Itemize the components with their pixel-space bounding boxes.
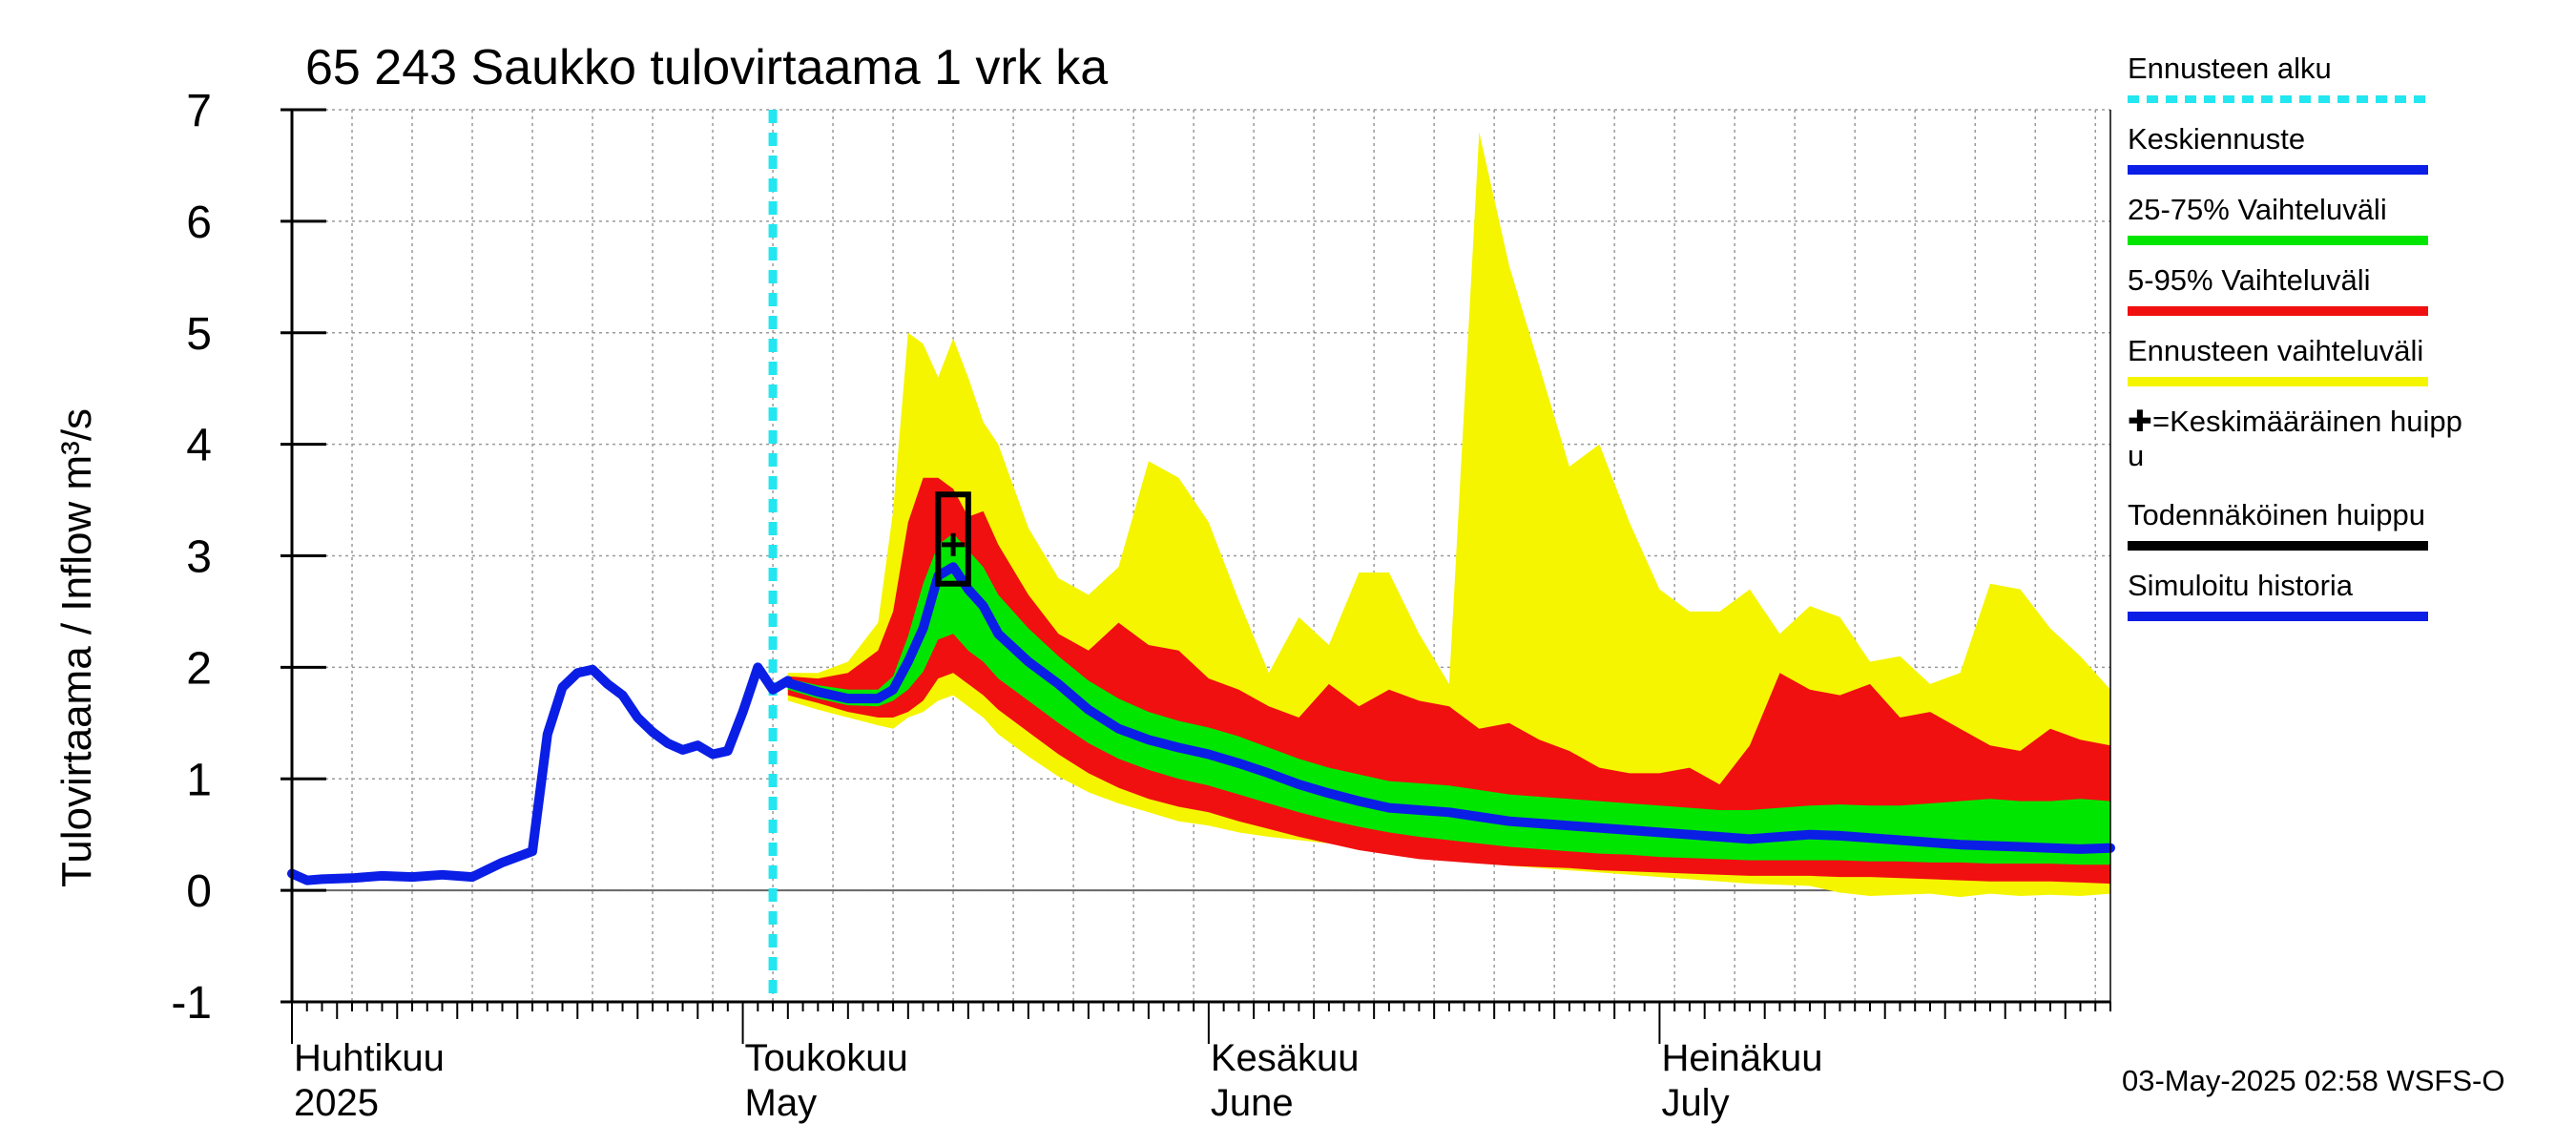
- probable-peak-box: [935, 491, 971, 587]
- month-sublabel: May: [745, 1082, 818, 1124]
- legend-label: 5-95% Vaihteluväli: [2128, 263, 2370, 297]
- y-axis: -1 0 1 2 3 4 5 6 7: [171, 86, 326, 1029]
- range-5-95-area: [787, 477, 2110, 885]
- month-label: Heinäkuu: [1661, 1037, 1822, 1079]
- mean-forecast-line: [782, 562, 2115, 854]
- legend-label: Todennäköinen huippu: [2128, 498, 2425, 531]
- y-tick-label: 6: [186, 198, 212, 248]
- month-label: Toukokuu: [745, 1037, 908, 1079]
- y-tick-label: 5: [186, 309, 212, 360]
- legend-label: 25-75% Vaihteluväli: [2128, 193, 2387, 226]
- y-tick-label: 4: [186, 421, 212, 471]
- legend-label: Simuloitu historia: [2128, 569, 2354, 602]
- month-label: Huhtikuu: [294, 1037, 445, 1079]
- timestamp-footer: 03-May-2025 02:58 WSFS-O: [2122, 1064, 2504, 1097]
- band-5-95: [787, 477, 2110, 885]
- legend-label: Ennusteen vaihteluväli: [2128, 334, 2423, 367]
- y-tick-label: 3: [186, 532, 212, 583]
- month-sublabel: June: [1211, 1082, 1294, 1124]
- chart-title: 65 243 Saukko tulovirtaama 1 vrk ka: [305, 40, 1108, 95]
- y-tick-label: 0: [186, 866, 212, 917]
- y-tick-label: 1: [186, 755, 212, 805]
- simulated-history-series: [287, 662, 793, 885]
- range-25-75-area: [787, 533, 2110, 865]
- legend-label-continued: u: [2128, 439, 2144, 472]
- legend-label: Ennusteen alku: [2128, 52, 2332, 85]
- mean-forecast-series: [782, 562, 2115, 854]
- y-tick-label: -1: [171, 978, 212, 1029]
- month-sublabel: 2025: [294, 1082, 379, 1124]
- history-line: [287, 662, 793, 885]
- band-25-75: [787, 533, 2110, 865]
- month-label: Kesäkuu: [1211, 1037, 1360, 1079]
- legend: Ennusteen alku Keskiennuste 25-75% Vaihtel…: [2128, 52, 2462, 621]
- month-sublabel: July: [1661, 1082, 1729, 1124]
- y-tick-label: 7: [186, 86, 212, 136]
- y-tick-label: 2: [186, 643, 212, 694]
- legend-label: Keskiennuste: [2128, 122, 2305, 156]
- y-axis-label: Tulovirtaama / Inflow m³/s: [53, 408, 100, 887]
- legend-label: ✚=Keskimääräinen huipp: [2128, 405, 2462, 438]
- peak-markers: [935, 491, 971, 587]
